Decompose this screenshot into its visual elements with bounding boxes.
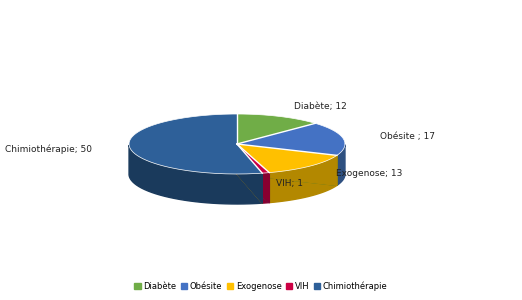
Text: VIH; 1: VIH; 1 <box>276 178 303 188</box>
Polygon shape <box>129 145 262 204</box>
Polygon shape <box>129 114 262 174</box>
Polygon shape <box>237 144 269 173</box>
Polygon shape <box>237 144 269 203</box>
Polygon shape <box>237 144 262 203</box>
Legend: Diabète, Obésite, Exogenose, VIH, Chimiothérapie: Diabète, Obésite, Exogenose, VIH, Chimio… <box>133 280 389 293</box>
Text: Exogenose; 13: Exogenose; 13 <box>336 169 402 178</box>
Polygon shape <box>237 114 315 144</box>
Text: Obésite ; 17: Obésite ; 17 <box>381 132 435 141</box>
Polygon shape <box>237 144 337 172</box>
Polygon shape <box>337 145 345 185</box>
Polygon shape <box>262 172 269 203</box>
Text: Diabète; 12: Diabète; 12 <box>294 102 347 111</box>
Polygon shape <box>237 144 337 185</box>
Polygon shape <box>237 144 269 203</box>
Polygon shape <box>237 144 337 185</box>
Text: Chimiothérapie; 50: Chimiothérapie; 50 <box>5 144 92 154</box>
Polygon shape <box>237 123 345 155</box>
Polygon shape <box>269 155 337 202</box>
Polygon shape <box>237 144 262 203</box>
